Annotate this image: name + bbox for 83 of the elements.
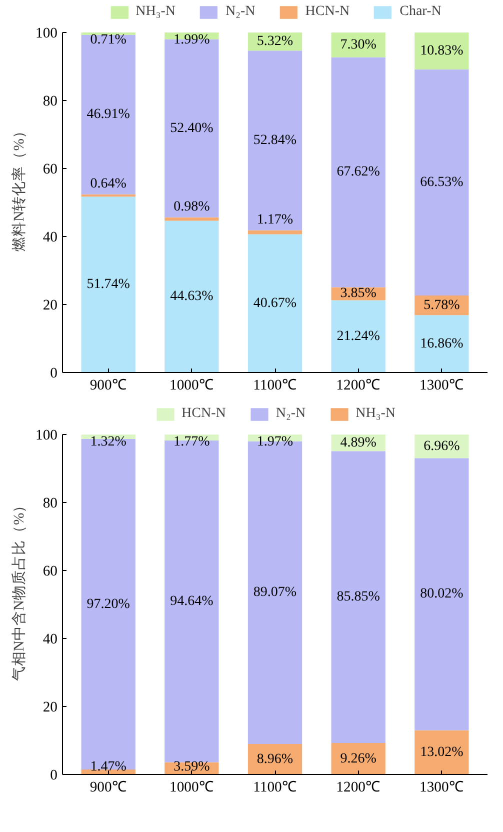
data-label: 5.78% <box>424 298 460 313</box>
data-label: 5.32% <box>256 34 294 50</box>
bar <box>331 300 386 372</box>
data-label: 40.67% <box>253 296 297 311</box>
legend-label: HCN-N <box>305 4 350 20</box>
data-label: 97.20% <box>86 596 130 612</box>
data-label: 1.17% <box>256 212 294 228</box>
data-label: 1.32% <box>90 434 127 450</box>
data-label: 52.40% <box>170 120 214 136</box>
data-label: 0.64% <box>90 176 127 192</box>
data-label: 67.62% <box>336 164 380 180</box>
y-tick-label: 0 <box>50 768 58 784</box>
data-label: 66.53% <box>420 174 464 190</box>
y-tick-label: 100 <box>36 26 58 42</box>
data-label: 1.77% <box>174 434 210 450</box>
bar <box>414 458 469 730</box>
bar <box>414 315 469 372</box>
legend-label: N₂-N <box>276 406 306 422</box>
x-tick-label: 1100℃ <box>253 378 297 394</box>
y-axis-title: 燃料N转化率（%） <box>10 124 28 252</box>
data-label: 52.84% <box>253 132 297 148</box>
data-label: 1.99% <box>174 32 210 48</box>
x-tick-label: 1000℃ <box>170 780 214 796</box>
y-tick-label: 40 <box>42 632 58 648</box>
bar <box>414 69 469 296</box>
bar <box>164 220 219 372</box>
data-label: 8.96% <box>256 752 294 767</box>
y-axis-title: 气相N中含N物质占比（%） <box>10 498 28 682</box>
y-tick-label: 20 <box>42 700 58 716</box>
data-label: 16.86% <box>420 336 464 352</box>
x-tick-label: 1200℃ <box>336 378 380 394</box>
bar <box>248 230 302 234</box>
y-tick-label: 60 <box>42 564 58 580</box>
legend-label: N₂-N <box>226 4 256 20</box>
data-label: 46.91% <box>86 107 130 122</box>
legend-label: HCN-N <box>182 406 226 422</box>
data-label: 89.07% <box>253 585 297 600</box>
data-label: 21.24% <box>336 328 380 344</box>
legend-label: Char-N <box>400 4 442 20</box>
data-label: 10.83% <box>420 43 464 58</box>
data-label: 51.74% <box>86 277 130 292</box>
bar <box>331 451 386 744</box>
y-tick-label: 60 <box>42 162 58 178</box>
x-tick-label: 900℃ <box>90 378 127 394</box>
bar <box>81 34 136 194</box>
x-tick-label: 1200℃ <box>336 780 380 796</box>
legend-label: NH₃-N <box>356 406 396 422</box>
y-tick-label: 80 <box>42 496 58 512</box>
data-label: 3.59% <box>174 760 210 775</box>
data-label: 7.30% <box>340 37 377 52</box>
data-label: 4.89% <box>340 435 377 450</box>
data-label: 80.02% <box>420 586 464 602</box>
data-label: 1.47% <box>90 760 127 775</box>
bar <box>414 730 469 774</box>
bar <box>248 234 302 372</box>
data-label: 1.97% <box>256 434 294 450</box>
x-tick-label: 900℃ <box>90 780 127 796</box>
y-tick-label: 40 <box>42 230 58 246</box>
data-label: 3.85% <box>340 286 377 302</box>
x-tick-label: 1000℃ <box>170 378 214 394</box>
x-tick-label: 1300℃ <box>420 378 464 394</box>
data-label: 13.02% <box>420 744 464 760</box>
data-label: 6.96% <box>424 438 460 454</box>
bar <box>248 50 302 230</box>
bar <box>164 217 219 221</box>
bar <box>81 196 136 372</box>
bar <box>414 32 469 70</box>
bar <box>331 32 386 58</box>
legend-label: NH₃-N <box>136 4 176 20</box>
y-tick-label: 20 <box>42 298 58 314</box>
data-label: 94.64% <box>170 594 214 609</box>
data-label: 85.85% <box>336 590 380 605</box>
x-tick-label: 1300℃ <box>420 780 464 796</box>
data-label: 0.71% <box>90 32 127 48</box>
bar <box>81 194 136 197</box>
data-label: 0.98% <box>174 200 210 215</box>
x-tick-label: 1100℃ <box>253 780 297 796</box>
data-label: 44.63% <box>170 289 214 304</box>
y-tick-label: 80 <box>42 94 58 110</box>
y-tick-label: 0 <box>50 366 58 382</box>
y-tick-label: 100 <box>36 428 58 444</box>
bar <box>331 57 386 288</box>
data-label: 9.26% <box>340 751 377 766</box>
